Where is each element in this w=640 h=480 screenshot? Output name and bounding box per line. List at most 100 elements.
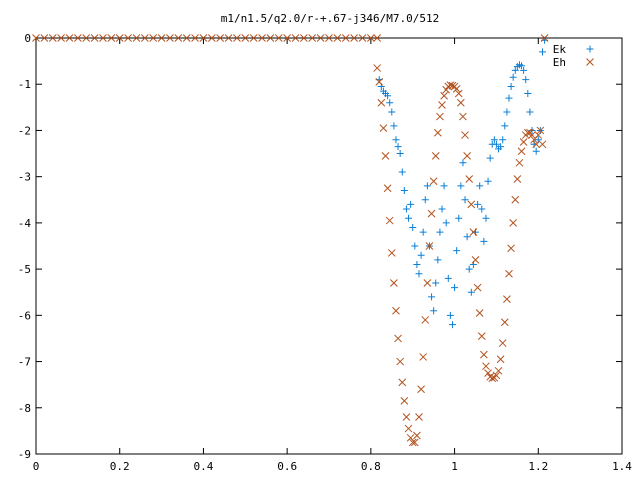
data-point-ek: [440, 182, 448, 190]
data-point-eh: [367, 34, 375, 42]
data-point-eh: [452, 84, 461, 93]
data-point-eh: [390, 279, 398, 287]
data-point-eh: [469, 228, 478, 236]
data-point-eh: [57, 34, 65, 42]
data-point-eh: [358, 34, 367, 42]
data-point-eh: [224, 34, 233, 42]
data-point-eh: [517, 147, 526, 156]
plot-frame: [35, 37, 623, 455]
data-point-eh: [90, 34, 99, 42]
data-point-ek: [503, 108, 511, 116]
y-tick-label: -8: [18, 402, 31, 415]
data-point-ek: [438, 205, 446, 213]
data-point-eh: [410, 438, 419, 447]
data-point-eh: [509, 219, 518, 227]
data-point-ek: [522, 76, 530, 84]
data-point-ek: [392, 136, 400, 144]
data-point-ek: [398, 168, 406, 176]
data-point-eh: [396, 357, 405, 366]
data-point-eh: [431, 152, 440, 160]
data-point-eh: [381, 152, 390, 160]
data-point-eh: [140, 34, 149, 42]
data-point-eh: [291, 34, 300, 42]
y-tick-label: -2: [18, 124, 31, 137]
data-point-eh: [515, 158, 524, 167]
data-point-ek: [396, 150, 404, 158]
data-point-eh: [392, 306, 400, 315]
data-point-eh: [379, 124, 388, 132]
x-tick-label: 1: [451, 460, 458, 473]
data-point-ek: [430, 307, 438, 315]
data-point-eh: [488, 374, 497, 383]
data-point-eh: [454, 89, 463, 98]
data-point-eh: [333, 34, 342, 42]
data-point-eh: [494, 366, 503, 375]
y-tick-label: -4: [18, 217, 32, 230]
data-point-eh: [427, 209, 436, 218]
data-point-eh: [402, 413, 411, 421]
y-tick-label: -6: [18, 309, 31, 322]
data-point-ek: [413, 260, 421, 268]
data-point-ek: [520, 66, 528, 74]
data-point-ek: [409, 224, 417, 232]
series-ek: [375, 36, 549, 329]
data-point-ek: [446, 311, 454, 319]
data-point-ek: [444, 274, 452, 282]
data-point-eh: [484, 369, 492, 377]
data-point-eh: [505, 269, 513, 278]
data-point-eh: [266, 34, 275, 42]
data-point-eh: [482, 362, 490, 371]
data-point-ek: [480, 237, 488, 245]
data-point-eh: [385, 216, 394, 225]
data-point-eh: [433, 128, 442, 137]
data-point-ek: [421, 196, 429, 204]
x-tick-label: 0.2: [110, 460, 130, 473]
data-point-ek: [434, 256, 442, 264]
data-point-ek: [492, 140, 500, 148]
data-point-ek: [394, 143, 402, 151]
data-point-eh: [398, 378, 407, 387]
data-point-eh: [65, 34, 74, 42]
data-point-eh: [74, 34, 82, 42]
data-point-eh: [507, 244, 515, 253]
data-point-ek: [524, 89, 532, 97]
data-point-eh: [404, 424, 413, 433]
data-point-ek: [400, 187, 408, 195]
data-point-eh: [132, 34, 141, 42]
data-point-ek: [415, 270, 423, 278]
data-point-eh: [124, 34, 132, 42]
data-point-ek: [390, 122, 398, 130]
data-point-eh: [471, 256, 480, 264]
data-point-ek: [419, 228, 427, 236]
x-tick-label: 1.2: [528, 460, 548, 473]
data-point-ek: [507, 83, 515, 91]
data-point-ek: [497, 143, 505, 151]
data-point-eh: [421, 316, 430, 324]
data-point-ek: [432, 279, 440, 287]
data-point-eh: [300, 34, 308, 42]
data-point-ek: [436, 228, 444, 236]
data-point-ek: [457, 182, 465, 190]
data-point-eh: [538, 140, 547, 149]
data-point-eh: [413, 431, 421, 440]
data-point-eh: [383, 184, 392, 193]
data-point-ek: [476, 182, 484, 190]
data-point-ek: [455, 214, 463, 222]
data-point-ek: [442, 219, 450, 227]
data-point-eh: [477, 332, 486, 340]
data-point-ek: [411, 242, 419, 250]
data-point-ek: [453, 247, 461, 255]
data-point-eh: [149, 34, 158, 42]
data-point-eh: [419, 353, 428, 361]
x-tick-label: 0.8: [361, 460, 381, 473]
data-point-ek: [465, 265, 473, 273]
x-tick-label: 0: [33, 460, 40, 473]
data-point-eh: [99, 34, 107, 42]
data-point-ek: [478, 205, 486, 213]
data-point-eh: [216, 34, 225, 42]
data-point-eh: [438, 101, 446, 109]
y-tick-label: -5: [18, 263, 31, 276]
legend-marker-ek: [586, 45, 594, 53]
data-point-ek: [386, 99, 394, 107]
data-point-eh: [308, 34, 317, 42]
